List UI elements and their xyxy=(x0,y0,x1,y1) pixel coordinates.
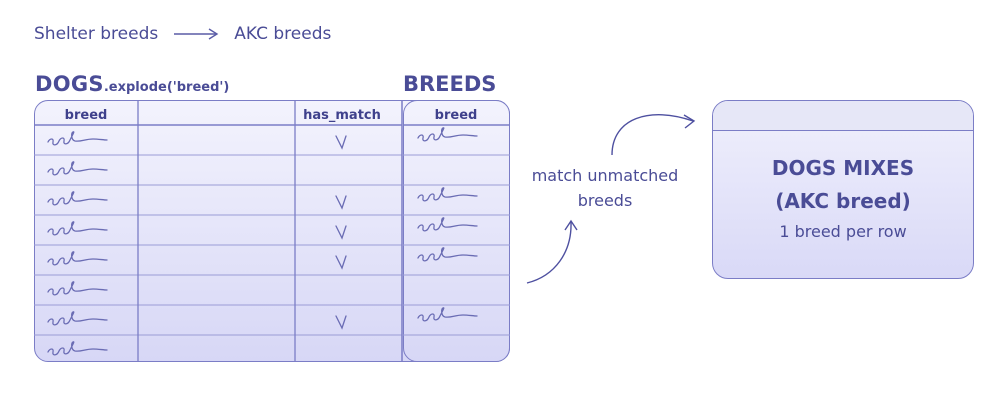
has-match-check-icon xyxy=(335,225,347,240)
breeds-column-header: breed xyxy=(435,108,478,123)
dogs-breed-squiggle xyxy=(47,311,108,326)
dogs-mixes-note: 1 breed per row xyxy=(779,222,907,241)
legend-to: AKC breeds xyxy=(234,24,332,44)
breeds-table-title: BREEDS xyxy=(403,72,497,96)
dogs-column-header-has-match: has_match xyxy=(303,108,381,123)
dogs-breed-squiggle xyxy=(47,341,108,356)
dogs-table-title: DOGS.explode('breed') xyxy=(35,72,229,96)
dogs-mixes-header-band xyxy=(713,101,973,131)
dogs-breed-squiggle xyxy=(47,221,108,236)
match-label-line2: breeds xyxy=(577,191,633,210)
dogs-breed-squiggle xyxy=(47,281,108,296)
arrow-to-matcher xyxy=(526,221,572,284)
dogs-mixes-title: DOGS MIXES xyxy=(771,156,915,180)
breeds-breed-squiggle xyxy=(417,247,478,262)
has-match-check-icon xyxy=(335,315,347,330)
legend-arrow-icon xyxy=(174,28,219,40)
has-match-check-icon xyxy=(335,135,347,150)
table-grid xyxy=(34,100,510,362)
arrow-to-output xyxy=(611,114,694,156)
table-marks xyxy=(47,127,478,356)
has-match-check-icon xyxy=(335,255,347,270)
dogs-breed-squiggle xyxy=(47,161,108,176)
dogs-breed-squiggle xyxy=(47,191,108,206)
dogs-title-call: .explode('breed') xyxy=(103,80,230,95)
breeds-table xyxy=(403,100,510,362)
breeds-breed-squiggle xyxy=(417,127,478,142)
dogs-mixes-box: DOGS MIXES (AKC breed) 1 breed per row xyxy=(712,100,974,279)
legend: Shelter breeds AKC breeds xyxy=(34,24,331,44)
dogs-breed-squiggle xyxy=(47,251,108,266)
match-unmatched-label: match unmatched breeds xyxy=(520,163,690,213)
table-headers: breed has_match breed xyxy=(65,108,478,123)
dogs-title-text: DOGS xyxy=(35,72,104,96)
arrow-to-matcher-head-icon xyxy=(564,219,578,231)
legend-from: Shelter breeds xyxy=(34,24,159,44)
breeds-breed-squiggle xyxy=(417,187,478,202)
arrow-to-output-head-icon xyxy=(683,114,696,129)
dogs-column-header-breed: breed xyxy=(65,108,108,123)
breeds-breed-squiggle xyxy=(417,307,478,322)
match-label-line1: match unmatched xyxy=(531,166,679,185)
breeds-breed-squiggle xyxy=(417,217,478,232)
has-match-check-icon xyxy=(335,195,347,210)
dogs-breed-squiggle xyxy=(47,131,108,146)
dogs-mixes-subtitle: (AKC breed) xyxy=(775,189,911,213)
